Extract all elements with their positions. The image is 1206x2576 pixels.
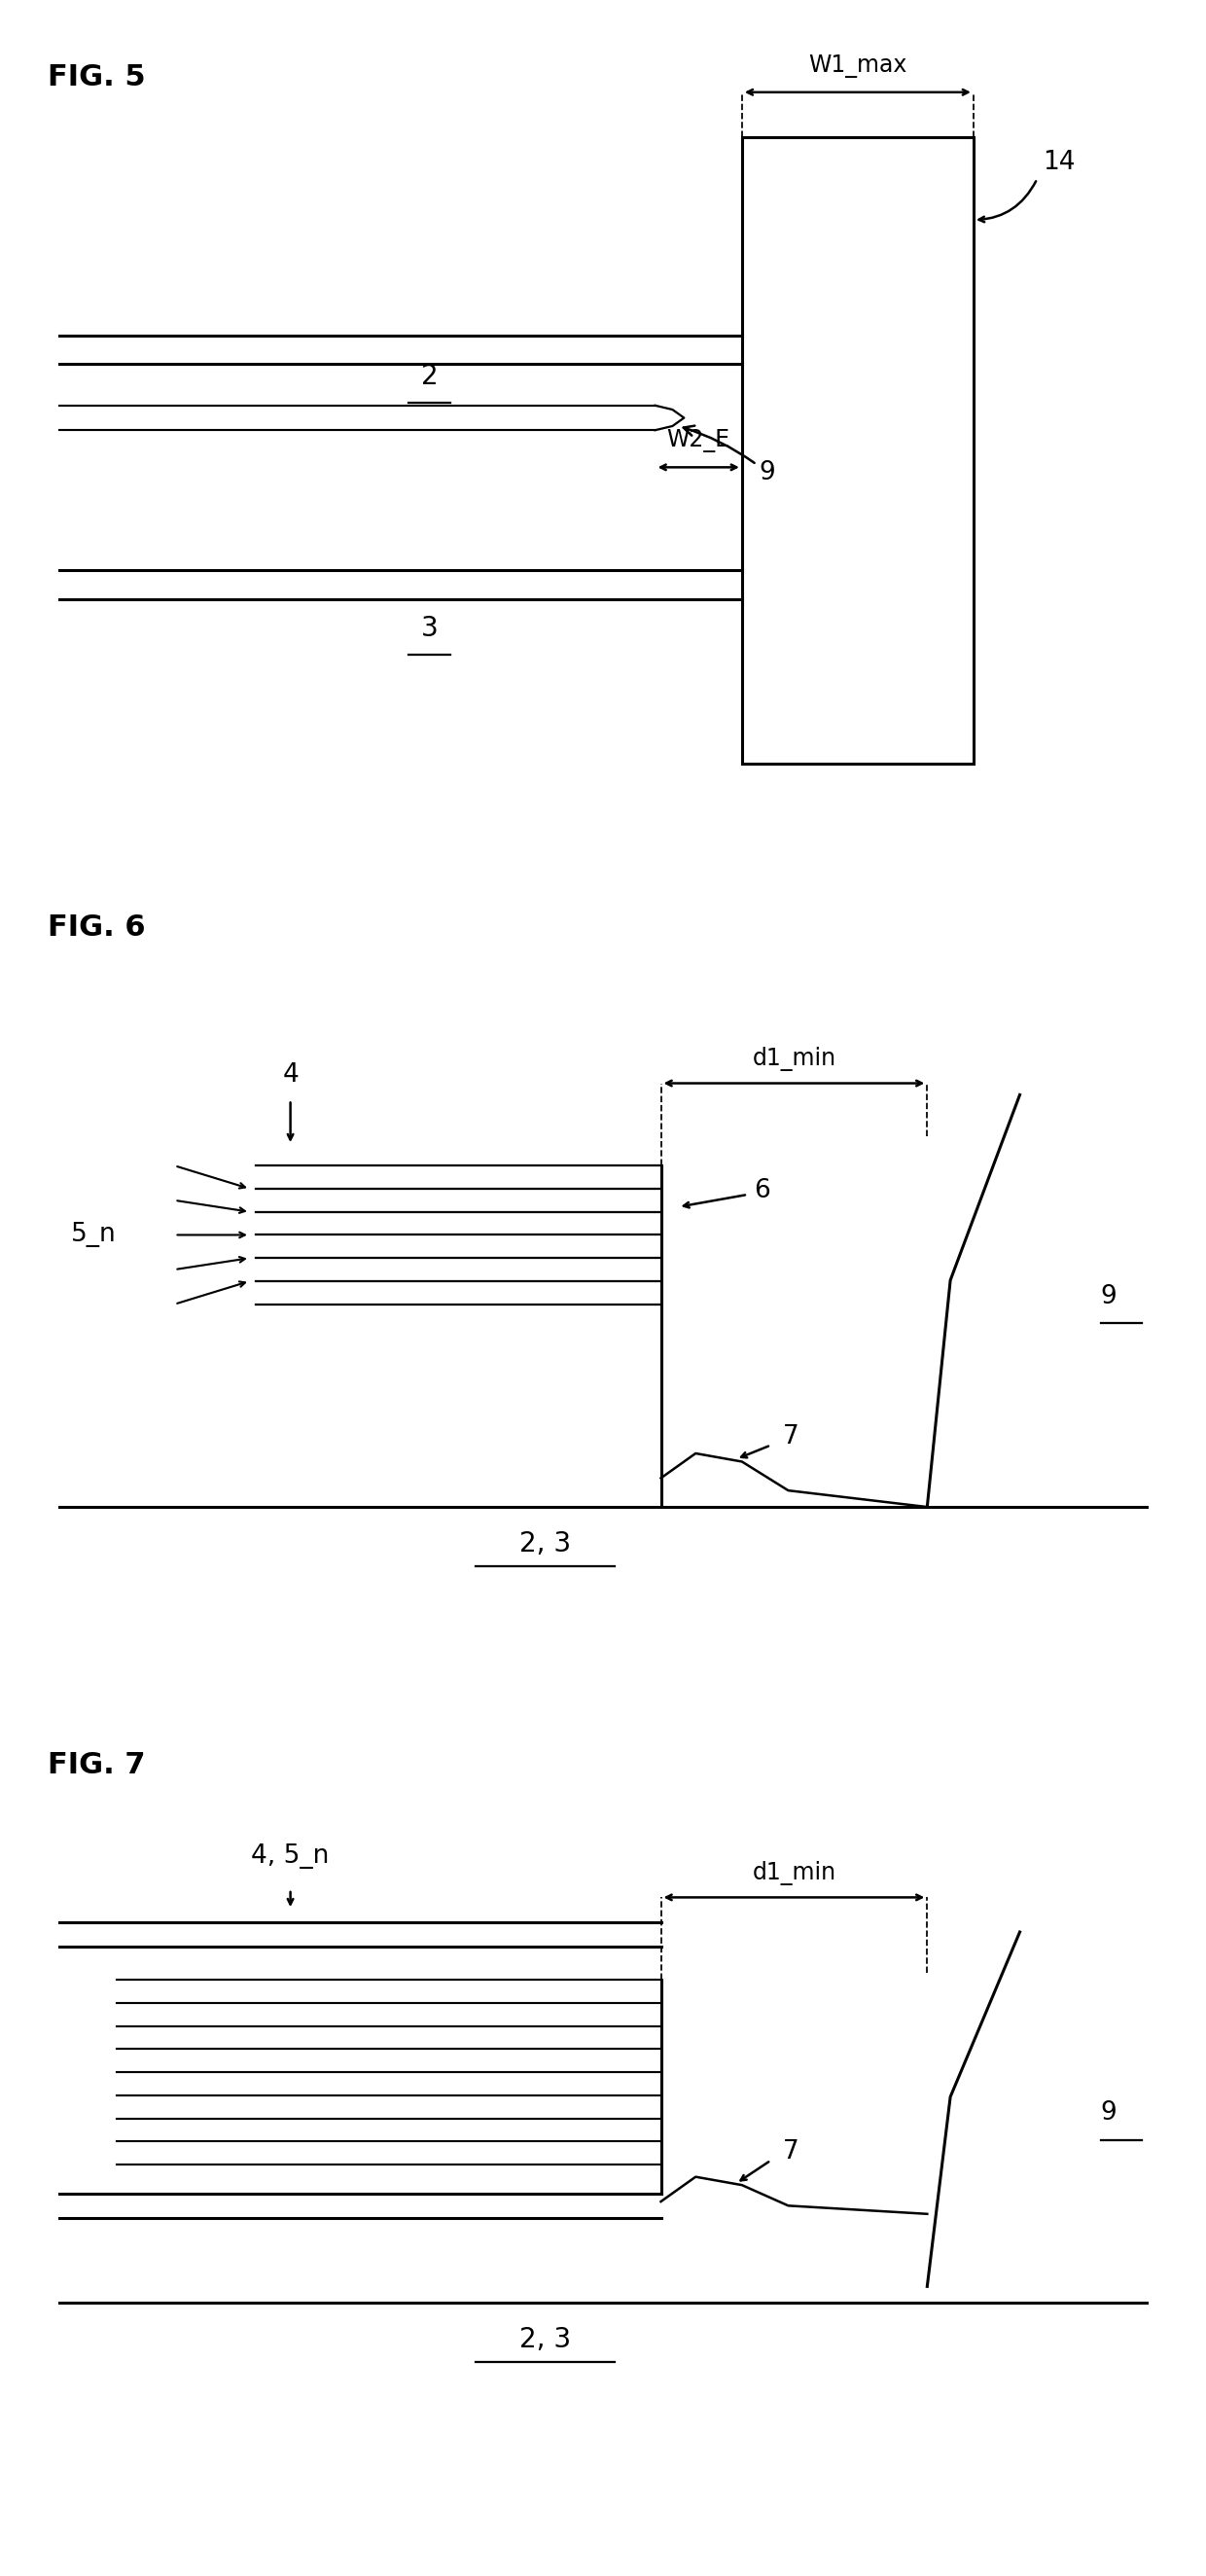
Text: d1_min: d1_min xyxy=(753,1046,836,1072)
Text: 5_n: 5_n xyxy=(71,1221,117,1247)
Text: 2, 3: 2, 3 xyxy=(520,2326,570,2354)
Text: d1_min: d1_min xyxy=(753,1860,836,1886)
Text: 9: 9 xyxy=(1101,1283,1117,1309)
Text: W1_max: W1_max xyxy=(808,54,907,77)
Text: 7: 7 xyxy=(783,2141,798,2164)
Text: 2, 3: 2, 3 xyxy=(520,1530,570,1558)
Text: 2: 2 xyxy=(421,363,438,389)
Text: 9: 9 xyxy=(1101,2099,1117,2125)
Text: 4, 5_n: 4, 5_n xyxy=(251,1844,329,1868)
Text: 14: 14 xyxy=(1043,149,1076,175)
Text: FIG. 7: FIG. 7 xyxy=(47,1752,145,1780)
Text: 4: 4 xyxy=(282,1061,299,1087)
Text: FIG. 5: FIG. 5 xyxy=(47,64,145,93)
Text: FIG. 6: FIG. 6 xyxy=(47,914,145,943)
Text: W2_E: W2_E xyxy=(667,430,730,453)
Text: 9: 9 xyxy=(684,425,775,484)
Text: 6: 6 xyxy=(754,1177,769,1203)
Text: 3: 3 xyxy=(421,616,438,641)
Text: 7: 7 xyxy=(783,1425,798,1450)
